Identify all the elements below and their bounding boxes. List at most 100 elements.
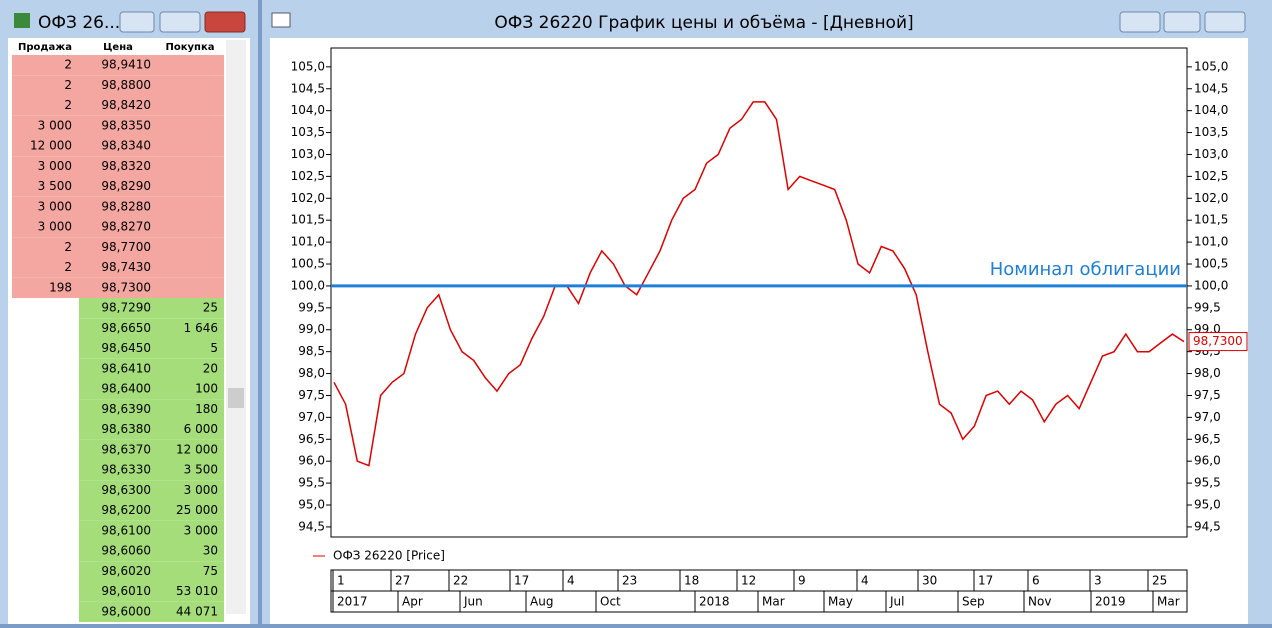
buy-cell [79,399,224,420]
month-label: Mar [1157,595,1180,609]
y-tick-label: 97,0 [1194,410,1221,424]
price: 98,7430 [101,260,151,274]
buy-volume: 3 000 [184,483,218,497]
maximize-button[interactable] [159,11,201,33]
sell-volume: 3 500 [38,179,72,193]
month-label: Apr [402,595,423,609]
buy-cell [79,460,224,481]
day-label: 17 [978,574,993,588]
buy-cell [79,379,224,400]
minimize-button[interactable] [119,11,155,33]
y-tick-label: 102,5 [291,169,325,183]
buy-cell [79,541,224,562]
price: 98,6010 [101,584,151,598]
price: 98,8280 [101,199,151,213]
sell-volume: 3 000 [38,199,72,213]
sell-cell [12,55,224,76]
y-tick-label: 103,5 [291,125,325,139]
month-label: Jun [463,595,483,609]
month-label: Aug [530,595,553,609]
price: 98,9410 [101,58,151,72]
buy-volume: 3 500 [184,463,218,477]
sell-cell [12,257,224,278]
y-tick-label: 95,0 [298,498,325,512]
buy-cell [79,419,224,440]
buy-volume: 75 [203,564,218,578]
icon [14,13,30,28]
month-label: Oct [600,595,621,609]
window-title: ОФЗ 26220 График цены и объёма - [Дневно… [494,13,913,33]
y-tick-label: 95,0 [1194,498,1221,512]
sell-volume: 2 [64,240,72,254]
y-tick-label: 98,0 [1194,366,1221,380]
buy-cell [79,581,224,602]
price-line [333,101,1185,467]
price: 98,7300 [101,280,151,294]
sell-cell [12,75,224,96]
month-label: Mar [762,595,785,609]
day-label: 6 [1032,574,1040,588]
sell-cell [12,176,224,197]
buy-cell [79,298,224,319]
scroll-thumb[interactable] [228,388,244,408]
legend-label: ОФЗ 26220 [Price] [333,549,445,563]
price: 98,6380 [101,422,151,436]
plot-area [330,47,1188,538]
price: 98,8420 [101,98,151,112]
buy-cell [79,520,224,541]
annotation: Номинал облигации [990,259,1181,280]
y-tick-label: 103,5 [1194,125,1228,139]
sell-cell [12,196,224,217]
y-tick-label: 100,0 [1194,278,1228,292]
maximize-button[interactable] [1163,11,1201,33]
buy-volume: 6 000 [184,422,218,436]
price: 98,6390 [101,402,151,416]
buy-volume: 53 010 [176,584,218,598]
y-tick-label: 97,0 [298,410,325,424]
buy-volume: 3 000 [184,523,218,537]
price: 98,8350 [101,118,151,132]
price: 98,6370 [101,442,151,456]
price: 98,6060 [101,544,151,558]
scrollbar[interactable] [226,40,246,614]
y-tick-label: 94,5 [1194,519,1221,533]
buy-volume: 180 [195,402,218,416]
day-label: 9 [798,574,806,588]
buy-cell [79,480,224,501]
day-label: 12 [741,574,756,588]
price: 98,6100 [101,523,151,537]
price: 98,6200 [101,503,151,517]
price: 98,7290 [101,301,151,315]
sell-cell [12,277,224,298]
y-tick-label: 101,0 [1194,235,1228,249]
y-tick-label: 104,0 [1194,103,1228,117]
close-button[interactable] [204,11,246,33]
window-title: ОФЗ 26... [38,13,120,33]
day-label: 22 [453,574,468,588]
month-label: 2018 [699,595,730,609]
sell-volume: 2 [64,78,72,92]
price: 98,8340 [101,139,151,153]
y-tick-label: 103,0 [291,147,325,161]
buy-volume: 12 000 [176,442,218,456]
day-label: 4 [861,574,869,588]
sell-volume: 3 000 [38,159,72,173]
sell-volume: 12 000 [30,139,72,153]
close-button[interactable] [1204,11,1246,33]
day-label: 18 [684,574,699,588]
y-tick-label: 99,5 [298,300,325,314]
price: 98,6400 [101,382,151,396]
buy-volume: 5 [210,341,218,355]
y-tick-label: 105,0 [291,59,325,73]
price: 98,6410 [101,361,151,375]
buy-volume: 25 [203,301,218,315]
minimize-button[interactable] [1119,11,1161,33]
buy-cell [79,601,224,622]
buy-volume: 1 646 [184,321,218,335]
price: 98,8290 [101,179,151,193]
y-tick-label: 103,0 [1194,147,1228,161]
price: 98,6000 [101,604,151,618]
y-tick-label: 102,5 [1194,169,1228,183]
price: 98,6650 [101,321,151,335]
